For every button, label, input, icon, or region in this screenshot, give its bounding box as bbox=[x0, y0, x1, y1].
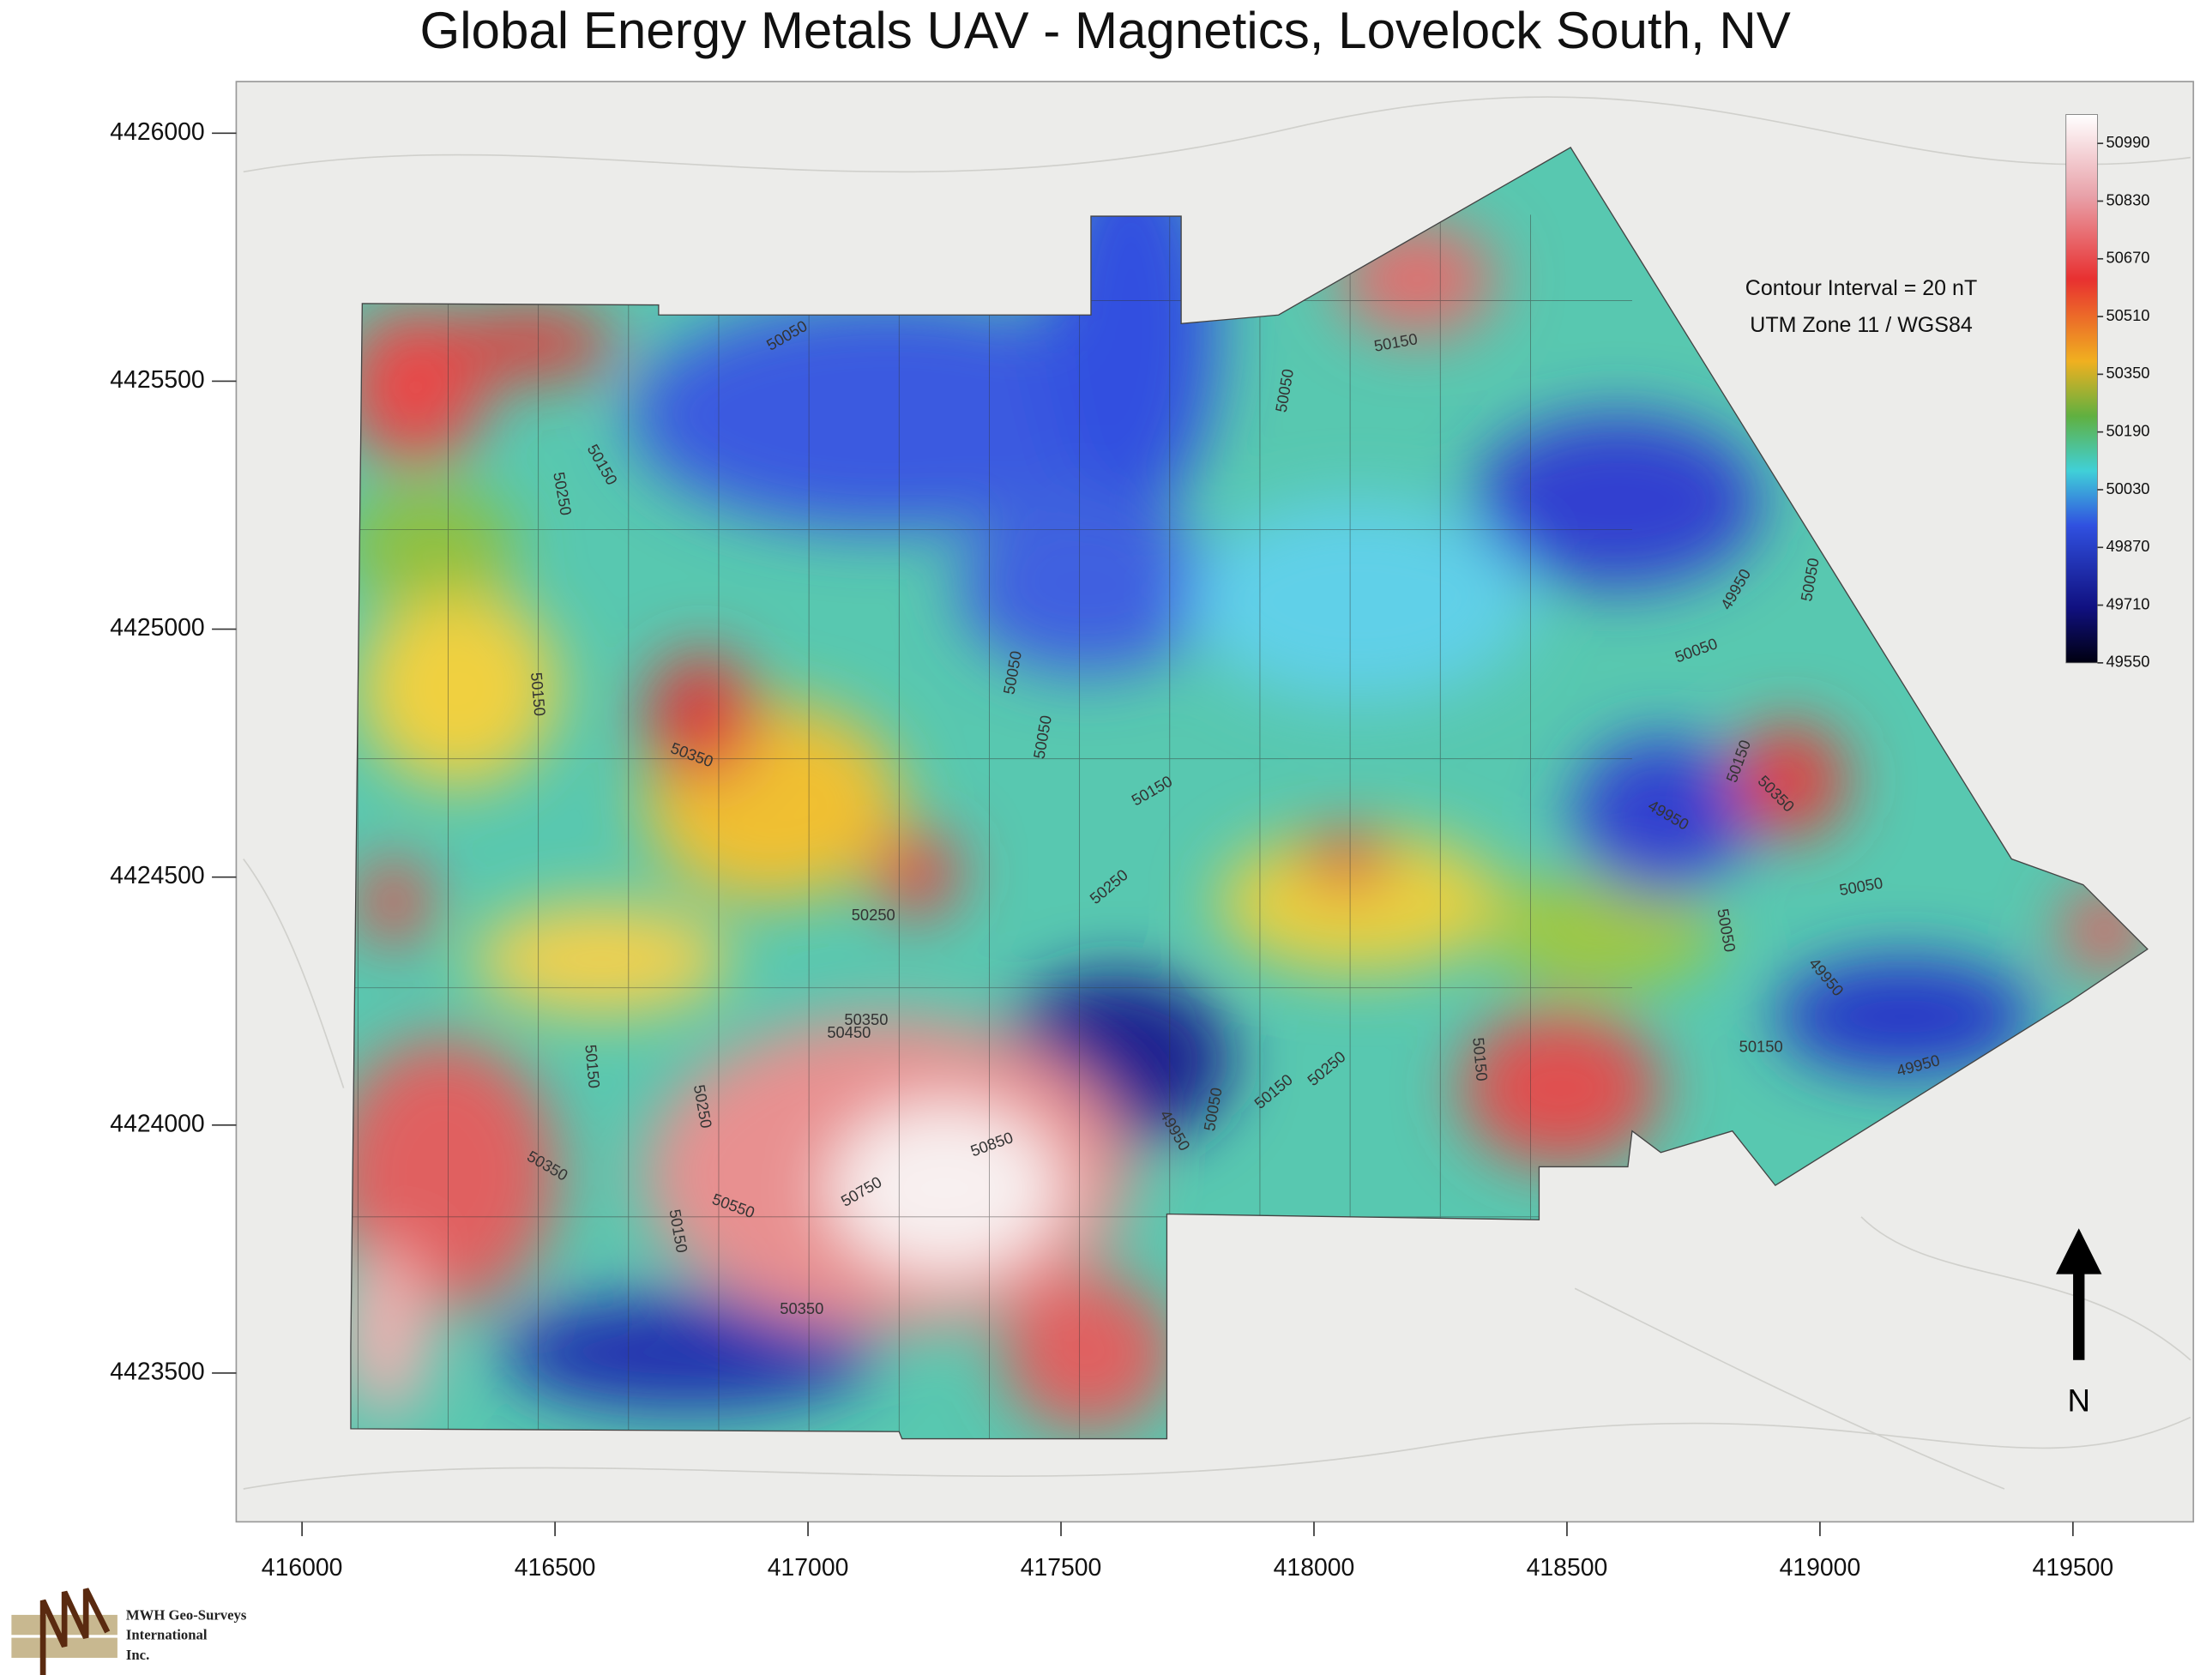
colorbar bbox=[2065, 114, 2098, 664]
anomaly bbox=[644, 651, 759, 780]
anomaly bbox=[1303, 830, 1389, 888]
note: Contour Interval = 20 nT bbox=[1745, 276, 1977, 300]
colorbar-label: 50350 bbox=[2106, 364, 2149, 382]
x-tick-label: 416500 bbox=[515, 1554, 596, 1582]
y-tick-label: 4425500 bbox=[110, 366, 204, 394]
y-tick-label: 4424000 bbox=[110, 1110, 204, 1137]
x-tick-label: 418500 bbox=[1527, 1554, 1608, 1582]
north-label: N bbox=[2067, 1383, 2090, 1419]
y-tick-label: 4426000 bbox=[110, 118, 204, 146]
anomaly bbox=[350, 1245, 430, 1418]
colorbar-label: 49550 bbox=[2106, 653, 2149, 671]
x-tick-label: 418000 bbox=[1274, 1554, 1355, 1582]
y-tick-label: 4424500 bbox=[110, 862, 204, 889]
logo-text: Inc. bbox=[126, 1647, 149, 1663]
topo-background bbox=[243, 96, 2191, 1490]
anomaly bbox=[472, 901, 731, 1017]
anomaly bbox=[1775, 959, 2034, 1074]
y-tick-label: 4425000 bbox=[110, 614, 204, 642]
colorbar-label: 50830 bbox=[2106, 190, 2149, 208]
note: UTM Zone 11 / WGS84 bbox=[1750, 313, 1973, 337]
logo bbox=[11, 1588, 118, 1675]
anomaly bbox=[873, 830, 960, 917]
contour-label: 50450 bbox=[827, 1023, 871, 1041]
contour-label: 50150 bbox=[582, 1044, 603, 1089]
north-arrow bbox=[2056, 1228, 2102, 1360]
contour-label: 50150 bbox=[1469, 1037, 1491, 1082]
anomaly bbox=[830, 1102, 1060, 1274]
colorbar-label: 50990 bbox=[2106, 133, 2149, 151]
contour-label: 50350 bbox=[844, 1010, 888, 1028]
anomaly bbox=[1489, 873, 1719, 988]
contour-label: 50250 bbox=[852, 906, 895, 924]
x-tick-label: 419000 bbox=[1780, 1554, 1861, 1582]
x-tick-label: 417500 bbox=[1021, 1554, 1102, 1582]
x-tick-label: 417000 bbox=[768, 1554, 849, 1582]
anomaly bbox=[350, 486, 515, 602]
anomaly bbox=[1732, 722, 1847, 838]
anomaly bbox=[358, 859, 430, 945]
contour-label: 50150 bbox=[1739, 1038, 1783, 1056]
contour-label: 50350 bbox=[780, 1299, 823, 1317]
anomaly bbox=[358, 587, 559, 788]
colorbar-label: 50190 bbox=[2106, 422, 2149, 440]
colorbar-label: 49870 bbox=[2106, 537, 2149, 555]
anomaly bbox=[1002, 1274, 1174, 1432]
anomaly bbox=[350, 1038, 559, 1310]
anomaly bbox=[1575, 737, 1747, 895]
anomaly bbox=[959, 501, 1217, 673]
anomaly bbox=[630, 300, 1146, 530]
anomaly bbox=[1188, 501, 1533, 702]
colorbar-label: 50030 bbox=[2106, 479, 2149, 497]
x-tick-label: 419500 bbox=[2033, 1554, 2114, 1582]
anomaly bbox=[443, 307, 616, 380]
colorbar-label: 49710 bbox=[2106, 594, 2149, 612]
anomaly bbox=[501, 1295, 874, 1411]
x-tick-label: 416000 bbox=[262, 1554, 343, 1582]
logo-text: MWH Geo-Surveys bbox=[126, 1606, 247, 1623]
contour-label: 50150 bbox=[527, 672, 549, 717]
colorbar-label: 50670 bbox=[2106, 249, 2149, 267]
anomaly bbox=[1216, 830, 1504, 974]
y-tick-label: 4423500 bbox=[110, 1358, 204, 1385]
anomaly bbox=[1474, 415, 1762, 587]
map-title: Global Energy Metals UAV - Magnetics, Lo… bbox=[419, 2, 1790, 59]
colorbar-label: 50510 bbox=[2106, 306, 2149, 324]
anomaly bbox=[1460, 1009, 1661, 1167]
survey-outline bbox=[350, 147, 2149, 1440]
logo-text: International bbox=[126, 1627, 208, 1643]
